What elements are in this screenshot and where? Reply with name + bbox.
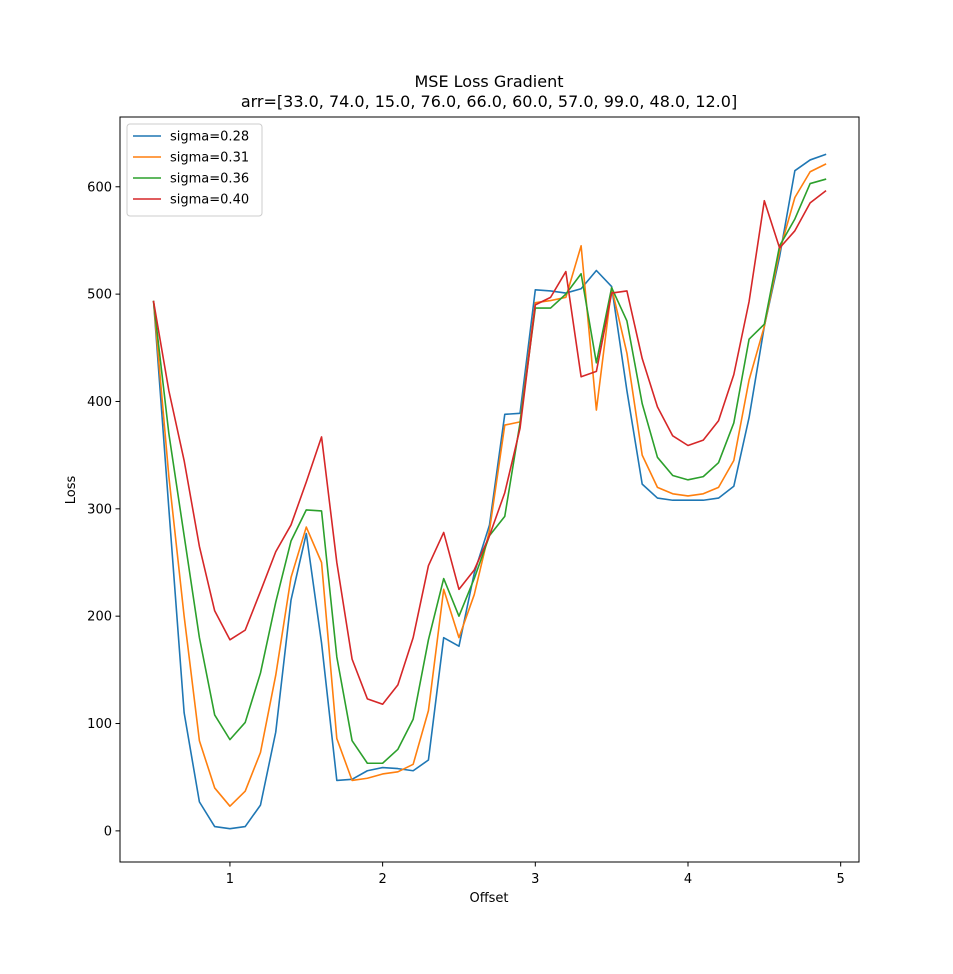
legend-label-4: sigma=0.40	[170, 193, 249, 208]
series-line-2	[152, 163, 827, 807]
x-tick-label: 1	[226, 872, 234, 887]
series-line-4	[152, 189, 827, 706]
x-tick-label: 3	[531, 872, 539, 887]
legend: sigma=0.28 sigma=0.31 sigma=0.36 sigma=0.40	[126, 123, 263, 217]
y-tick-label: 400	[87, 395, 112, 410]
y-tick-label: 500	[87, 288, 112, 303]
chart-title: MSE Loss Gradient	[415, 72, 564, 91]
y-axis-label: Loss	[64, 476, 79, 505]
chart-subtitle: arr=[33.0, 74.0, 15.0, 76.0, 66.0, 60.0,…	[241, 92, 737, 111]
series-layer	[152, 153, 827, 830]
y-tick-label: 100	[87, 717, 112, 732]
x-tick-label: 4	[684, 872, 692, 887]
legend-box	[126, 123, 263, 217]
x-tick-label: 5	[837, 872, 845, 887]
legend-label-1: sigma=0.28	[170, 130, 249, 145]
y-tick-label: 300	[87, 502, 112, 517]
y-tick-label: 0	[104, 824, 112, 839]
plot-area-frame	[119, 116, 860, 863]
y-tick-label: 600	[87, 180, 112, 195]
x-tick-label: 2	[378, 872, 386, 887]
x-axis-label: Offset	[469, 891, 508, 906]
x-axis: 1 2 3 4 5	[226, 862, 845, 887]
y-tick-label: 200	[87, 610, 112, 625]
legend-label-3: sigma=0.36	[170, 172, 249, 187]
y-axis: 0 100 200 300 400 500 600	[87, 180, 120, 839]
legend-label-2: sigma=0.31	[170, 151, 249, 166]
